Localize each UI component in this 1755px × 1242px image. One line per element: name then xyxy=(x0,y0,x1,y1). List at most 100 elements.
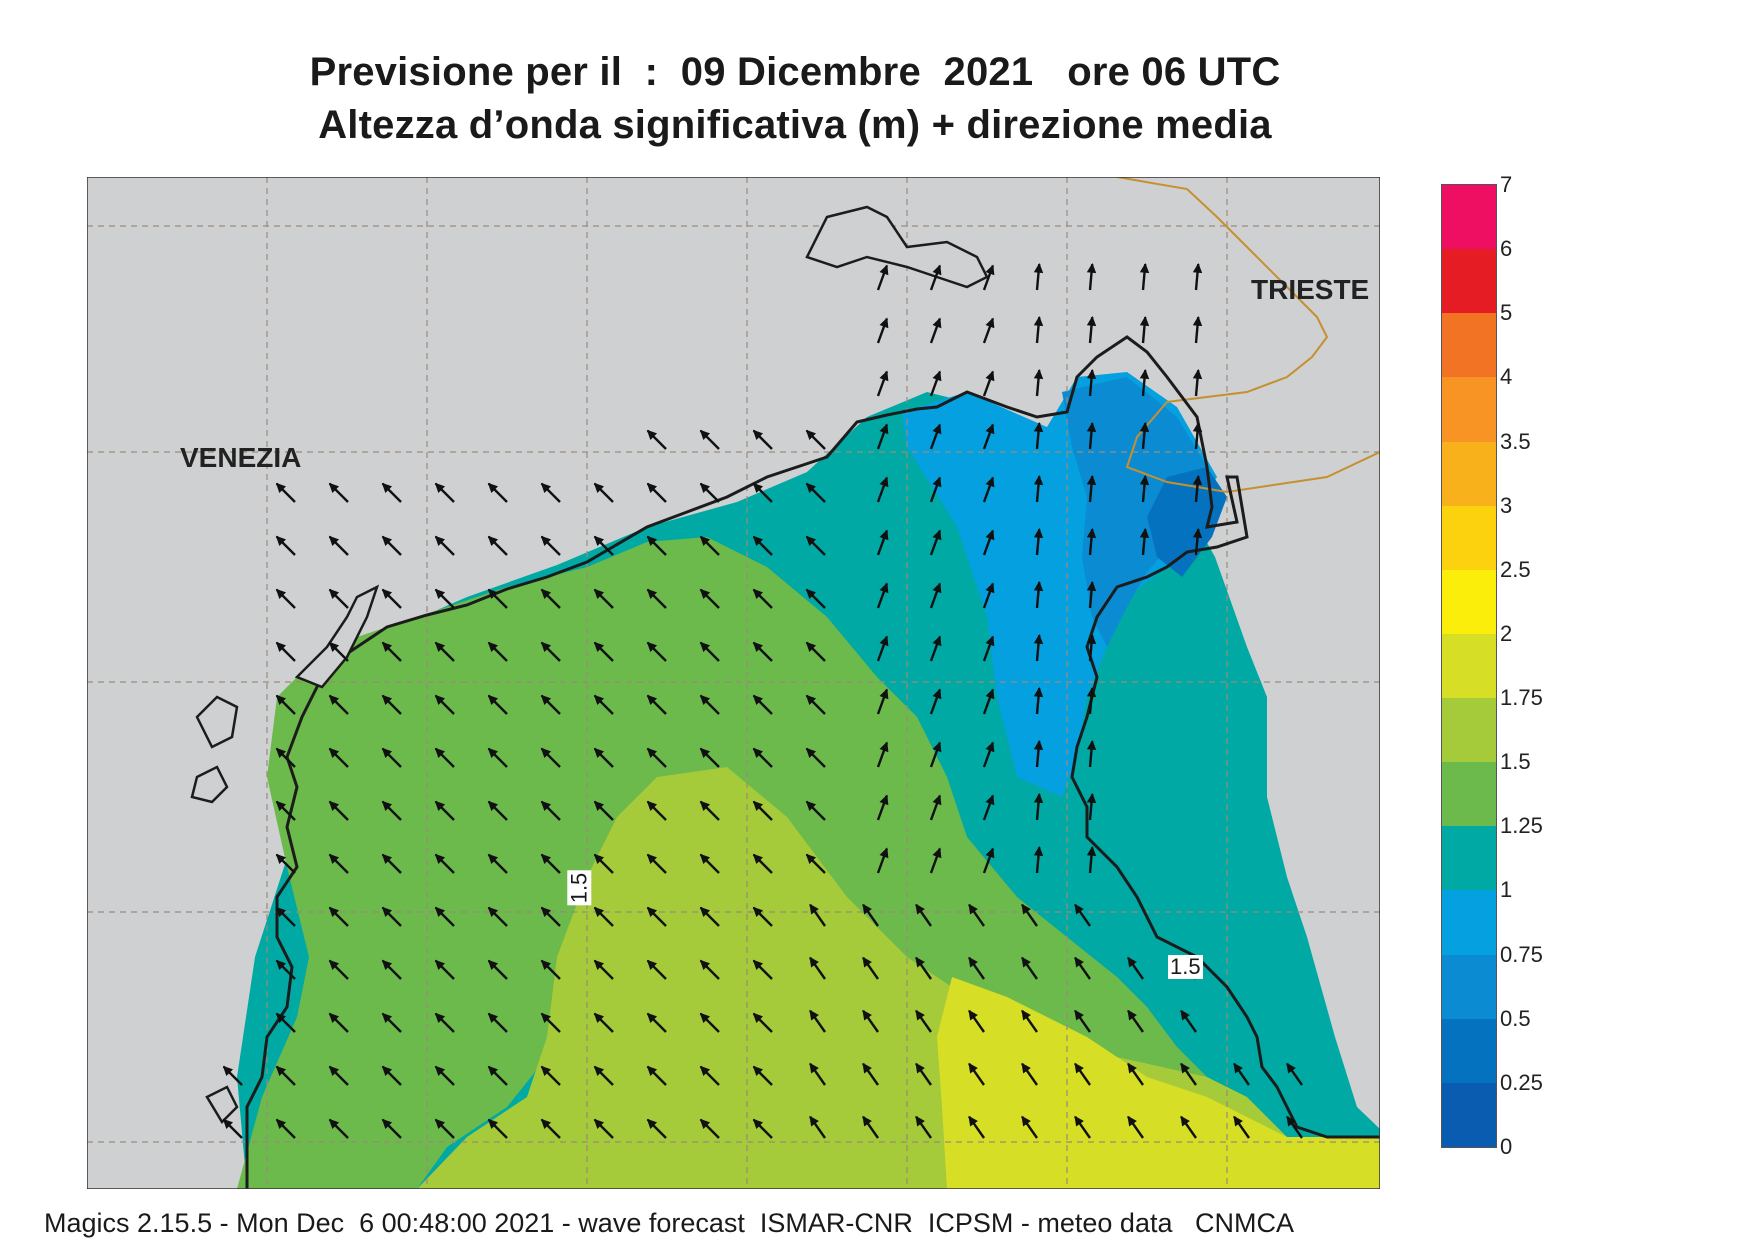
wave-arrow-head xyxy=(646,482,658,494)
wave-arrow-head xyxy=(434,1012,446,1024)
wave-arrow-head xyxy=(381,1012,393,1024)
wave-arrow-head xyxy=(434,694,446,706)
wave-arrow-head xyxy=(985,582,995,594)
wave-arrow-head xyxy=(699,959,711,971)
legend-swatch xyxy=(1442,505,1496,571)
wave-arrow-head xyxy=(593,535,605,547)
contour-label: 1.5 xyxy=(1168,954,1203,979)
wave-arrow-head xyxy=(985,317,995,329)
wave-arrow-head xyxy=(1021,1115,1031,1127)
wave-arrow-head xyxy=(540,906,552,918)
wave-arrow-head xyxy=(915,956,925,968)
wave-arrow-head xyxy=(540,1065,552,1077)
wave-arrow-head xyxy=(434,959,446,971)
wave-arrow-head xyxy=(1086,527,1097,539)
wave-arrow-head xyxy=(879,476,889,488)
wave-arrow-head xyxy=(487,800,499,812)
wave-arrow-head xyxy=(275,1012,287,1024)
wave-arrow-head xyxy=(328,747,340,759)
map-title-line-1: Previsione per il : 09 Dicembre 2021 ore… xyxy=(309,50,1281,94)
footer-credit: Magics 2.15.5 - Mon Dec 6 00:48:00 2021 … xyxy=(44,1208,1294,1238)
wave-arrow-head xyxy=(593,853,605,865)
legend-tick-label: 4 xyxy=(1500,364,1513,390)
wave-arrow-head xyxy=(805,747,817,759)
legend-swatch xyxy=(1442,698,1496,763)
wave-arrow-head xyxy=(275,1065,287,1077)
wave-arrow-head xyxy=(932,635,942,647)
wave-arrow-head xyxy=(222,1065,234,1077)
wave-arrow-head xyxy=(487,1118,499,1130)
wave-arrow-head xyxy=(915,903,925,915)
legend-swatch xyxy=(1442,826,1496,891)
wave-arrow-head xyxy=(381,1065,393,1077)
wave-arrow-head xyxy=(328,1065,340,1077)
wave-arrow-head xyxy=(1086,421,1097,433)
map-title-line-2: Altezza d’onda significativa (m) + direz… xyxy=(318,103,1272,147)
wave-arrow-head xyxy=(862,1062,872,1074)
wave-arrow-head xyxy=(381,482,393,494)
wave-arrow-head xyxy=(1139,421,1150,433)
wave-arrow-head xyxy=(1086,315,1097,327)
wave-arrow-head xyxy=(434,747,446,759)
wave-arrow-head xyxy=(968,1062,978,1074)
wave-arrow-head xyxy=(1192,527,1203,539)
wave-arrow-head xyxy=(805,800,817,812)
wave-arrow-head xyxy=(1127,1062,1137,1074)
wave-arrow-head xyxy=(985,264,995,276)
wave-arrow-head xyxy=(1127,1115,1137,1127)
wave-arrow-head xyxy=(487,588,499,600)
wave-arrow-head xyxy=(1021,1062,1031,1074)
wave-arrow-head xyxy=(1139,262,1150,274)
wave-arrow-head xyxy=(968,956,978,968)
wave-arrow-head xyxy=(540,1012,552,1024)
wave-arrow-head xyxy=(328,588,340,600)
wave-arrow-head xyxy=(752,429,764,441)
legend-tick-label: 6 xyxy=(1500,236,1513,262)
wave-arrow-head xyxy=(699,1118,711,1130)
wave-arrow-head xyxy=(381,906,393,918)
wave-arrow-head xyxy=(809,1009,819,1021)
legend-tick-label: 1 xyxy=(1500,877,1513,903)
wave-arrow-head xyxy=(646,641,658,653)
wave-arrow-head xyxy=(646,800,658,812)
wave-arrow-head xyxy=(879,741,889,753)
wave-arrow-head xyxy=(1086,262,1097,274)
wave-arrow-head xyxy=(1033,845,1044,857)
wave-arrow-head xyxy=(381,853,393,865)
wave-arrow-head xyxy=(381,694,393,706)
wave-arrow-head xyxy=(593,588,605,600)
place-label-venezia: VENEZIA xyxy=(180,442,302,473)
wave-arrow-head xyxy=(879,794,889,806)
wave-arrow-head xyxy=(328,906,340,918)
wave-arrow-head xyxy=(1086,739,1097,751)
wave-arrow-head xyxy=(985,794,995,806)
wave-arrow-head xyxy=(275,694,287,706)
wave-arrow-head xyxy=(985,688,995,700)
wave-arrow-head xyxy=(1033,368,1044,380)
wave-arrow-head xyxy=(915,1115,925,1127)
wave-arrow-head xyxy=(487,906,499,918)
wave-arrow-head xyxy=(915,1009,925,1021)
wave-arrow-head xyxy=(646,906,658,918)
wave-arrow-head xyxy=(752,482,764,494)
wave-arrow-head xyxy=(593,694,605,706)
wave-arrow-head xyxy=(540,853,552,865)
legend-tick-label: 0.5 xyxy=(1500,1005,1531,1031)
wave-arrow-head xyxy=(222,1118,234,1130)
wave-arrow-head xyxy=(434,853,446,865)
wave-arrow-head xyxy=(328,482,340,494)
wave-arrow-head xyxy=(1033,686,1044,698)
wave-arrow-head xyxy=(879,423,889,435)
wave-arrow-head xyxy=(879,529,889,541)
wave-arrow-head xyxy=(381,747,393,759)
wave-arrow-head xyxy=(593,959,605,971)
wave-arrow-head xyxy=(879,582,889,594)
wave-arrow-head xyxy=(1086,580,1097,592)
wave-arrow-head xyxy=(1074,1009,1084,1021)
graticule xyxy=(87,177,1380,1189)
wave-arrow-head xyxy=(1086,845,1097,857)
wave-arrow-head xyxy=(1180,1062,1190,1074)
wave-arrow-head xyxy=(985,635,995,647)
wave-arrow-head xyxy=(699,429,711,441)
wave-arrow-head xyxy=(985,847,995,859)
